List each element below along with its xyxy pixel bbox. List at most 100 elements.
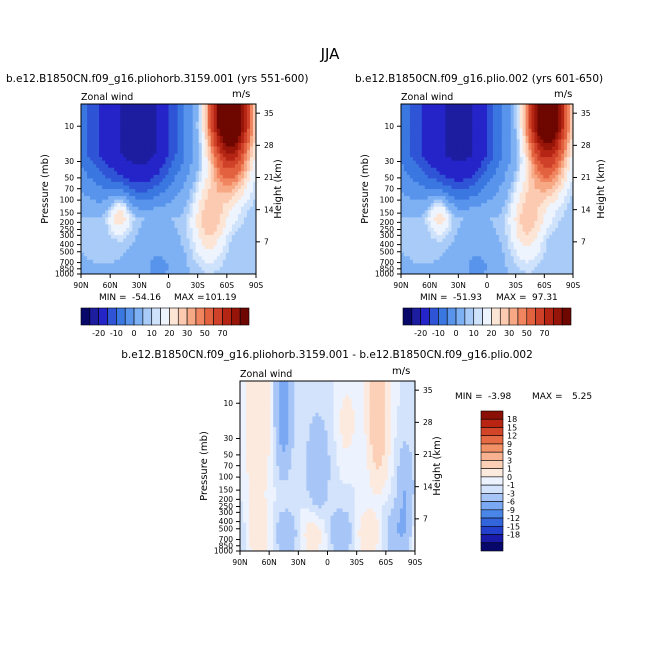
contour-cell [439, 171, 444, 176]
contour-cell [84, 139, 88, 144]
contour-cell [522, 227, 527, 233]
contour-cell [243, 213, 248, 218]
contour-cell [448, 210, 453, 215]
contour-cell [162, 125, 167, 130]
contour-cell [90, 238, 94, 243]
contour-cell [195, 135, 200, 141]
contour-cell [463, 153, 467, 158]
contour-cell [522, 146, 527, 151]
contour-cell [132, 224, 136, 229]
contour-cell [528, 178, 533, 183]
contour-cell [513, 150, 518, 155]
contour-cell [228, 139, 233, 144]
contour-cell [249, 189, 254, 194]
contour-cell [111, 252, 115, 257]
contour-cell [487, 104, 491, 109]
contour-cell [549, 139, 553, 144]
contour-cell [409, 189, 414, 194]
contour-cell [192, 206, 197, 211]
contour-cell [445, 104, 450, 109]
contour-cell [135, 142, 139, 148]
contour-cell [111, 224, 115, 229]
contour-cell [430, 224, 435, 229]
contour-cell [401, 139, 405, 144]
contour-cell [144, 171, 148, 176]
contour-cell [195, 227, 200, 233]
contour-cell [534, 160, 539, 165]
contour-cell [513, 210, 518, 215]
contour-cell [540, 189, 544, 194]
contour-cell [567, 104, 571, 109]
contour-cell [174, 185, 179, 190]
contour-cell [81, 231, 85, 236]
contour-cell [105, 160, 109, 165]
contour-cell [171, 128, 176, 133]
contour-cell [418, 153, 423, 158]
contour-cell [114, 174, 118, 179]
contour-cell [498, 160, 503, 165]
contour-cell [561, 178, 565, 183]
contour-cell [138, 227, 142, 233]
contour-cell [552, 135, 556, 141]
colorbar-label: -10 [110, 329, 123, 338]
contour-cell [183, 266, 188, 272]
contour-cell [561, 164, 565, 169]
contour-cell [534, 104, 539, 109]
contour-cell [561, 206, 565, 211]
contour-cell [162, 266, 167, 272]
contour-cell [87, 150, 91, 155]
contour-cell [141, 217, 145, 222]
contour-cell [150, 189, 155, 194]
contour-cell [558, 111, 562, 116]
contour-cell [93, 231, 97, 236]
contour-cell [401, 174, 405, 179]
contour-cell [442, 171, 447, 176]
panel-left-axes: 90N 60N 30N 0 30S 60S 90S103050701001502002503… [55, 109, 274, 290]
contour-cell [171, 252, 176, 257]
contour-cell [159, 157, 164, 162]
contour-cell [120, 107, 124, 112]
contour-cell [231, 157, 236, 162]
contour-cell [177, 153, 182, 158]
contour-cell [498, 118, 503, 123]
contour-cell [478, 206, 482, 211]
contour-cell [409, 224, 414, 229]
contour-cell [102, 178, 106, 183]
contour-cell [87, 231, 91, 236]
contour-cell [543, 111, 547, 116]
contour-cell [442, 104, 447, 109]
contour-cell [138, 270, 142, 274]
contour-cell [222, 189, 227, 194]
contour-cell [421, 217, 426, 222]
contour-cell [543, 178, 547, 183]
contour-cell [249, 160, 254, 165]
contour-cell [144, 263, 148, 268]
contour-cell [93, 135, 97, 141]
contour-cell [204, 235, 209, 240]
contour-cell [111, 121, 115, 126]
contour-cell [150, 210, 155, 215]
contour-cell [246, 107, 251, 112]
contour-cell [99, 114, 103, 119]
contour-cell [180, 199, 185, 204]
contour-cell [174, 104, 179, 109]
contour-cell [567, 178, 571, 183]
contour-cell [189, 245, 194, 250]
contour-cell [246, 224, 251, 229]
contour-cell [439, 157, 444, 162]
contour-cell [186, 160, 191, 165]
contour-cell [534, 189, 539, 194]
contour-cell [412, 104, 417, 109]
contour-cell [546, 174, 550, 179]
contour-cell [409, 206, 414, 211]
contour-cell [84, 224, 88, 229]
contour-cell [189, 150, 194, 155]
contour-cell [135, 135, 139, 141]
contour-cell [222, 252, 227, 257]
contour-cell [204, 164, 209, 169]
contour-cell [421, 139, 426, 144]
contour-cell [522, 196, 527, 201]
contour-cell [558, 174, 562, 179]
contour-cell [207, 181, 212, 187]
contour-cell [228, 157, 233, 162]
